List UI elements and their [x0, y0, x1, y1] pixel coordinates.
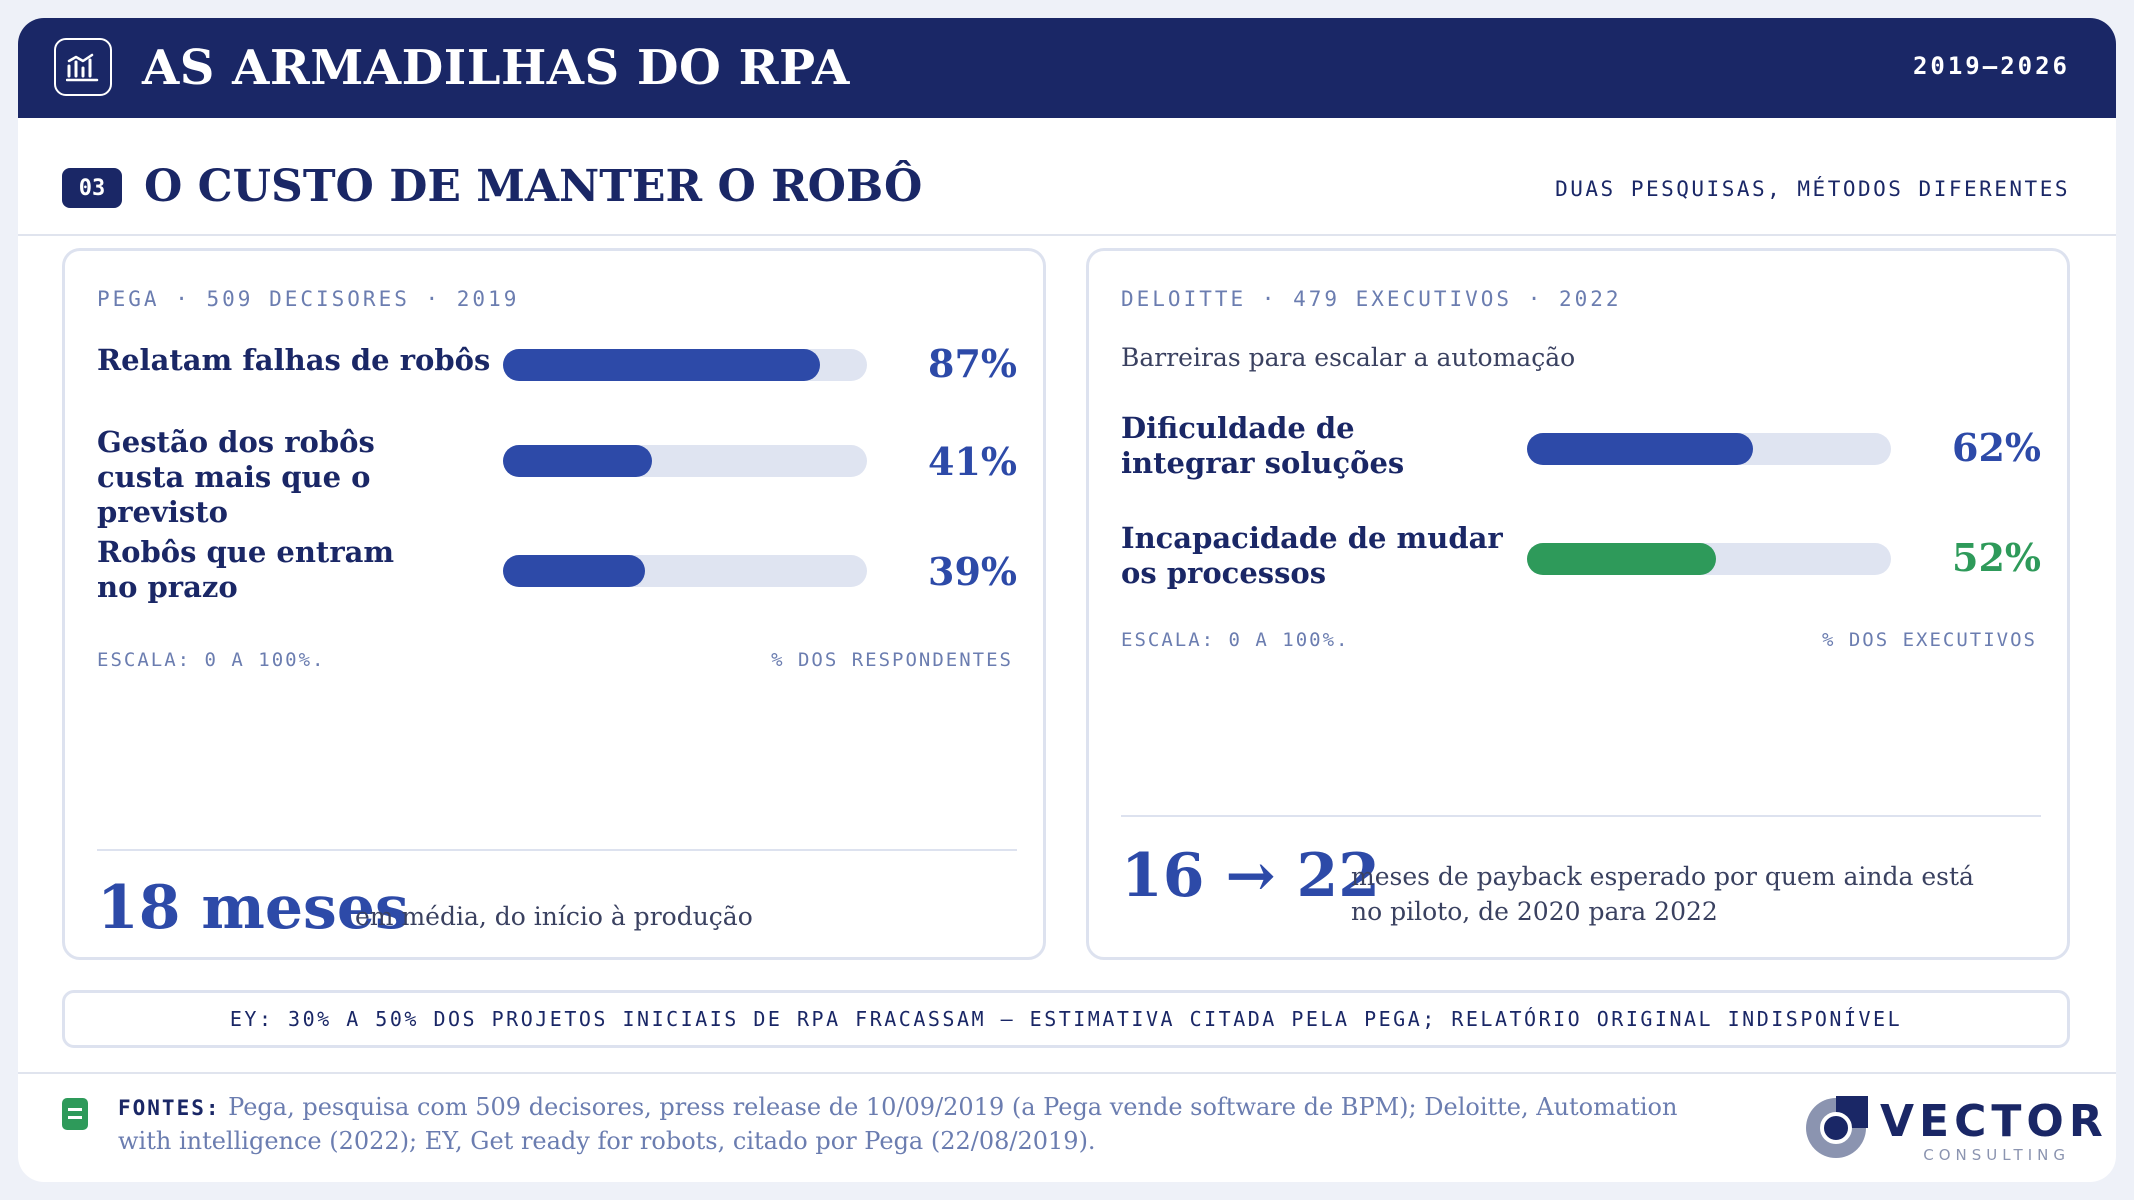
stat-bar [503, 445, 653, 477]
pega-panel: PEGA · 509 DECISORES · 2019 Relatam falh… [62, 248, 1046, 960]
panel-meta: DELOITTE · 479 EXECUTIVOS · 2022 [1121, 287, 1622, 311]
highlight-description: meses de payback esperado por quem ainda… [1351, 862, 1974, 926]
sources-label: FONTES: [118, 1096, 221, 1120]
panel-meta: PEGA · 509 DECISORES · 2019 [97, 287, 520, 311]
brand-subtitle: CONSULTING [1923, 1146, 2070, 1164]
stat-track [1527, 433, 1891, 465]
header-bar: AS ARMADILHAS DO RPA 2019–2026 [18, 18, 2116, 118]
section-number-badge: 03 [62, 168, 122, 208]
section-subtitle: DUAS PESQUISAS, MÉTODOS DIFERENTES [1555, 177, 2070, 201]
stat-track [1527, 543, 1891, 575]
scale-note: ESCALA: 0 A 100%. [97, 649, 326, 671]
stat-label: Robôs que entram no prazo [97, 535, 395, 604]
stat-label: Relatam falhas de robôs [97, 343, 491, 377]
unit-note: % DOS EXECUTIVOS [1821, 629, 2037, 651]
vector-logo-icon [1806, 1096, 1868, 1158]
divider [1121, 815, 2041, 817]
section-title: O CUSTO DE MANTER O ROBÔ [144, 161, 923, 212]
deloitte-panel: DELOITTE · 479 EXECUTIVOS · 2022 Barreir… [1086, 248, 2070, 960]
brand-logo: VECTOR CONSULTING [1802, 1088, 2103, 1168]
stat-row: Incapacidade de mudar os processos 52% [1121, 521, 2041, 595]
stat-label: Gestão dos robôs custa mais que o previs… [97, 425, 375, 529]
stat-label: Incapacidade de mudar os processos [1121, 521, 1503, 590]
section-header: 03 O CUSTO DE MANTER O ROBÔ DUAS PESQUIS… [18, 118, 2116, 236]
highlight-description: em média, do início à produção [355, 902, 753, 931]
panel-note: Barreiras para escalar a automação [1121, 343, 1576, 372]
scale-note: ESCALA: 0 A 100%. [1121, 629, 1350, 651]
period-label: 2019–2026 [1912, 52, 2070, 80]
stat-bar [503, 555, 645, 587]
stat-row: Gestão dos robôs custa mais que o previs… [97, 425, 1017, 529]
stat-bar [503, 349, 820, 381]
sources-body: Pega, pesquisa com 509 decisores, press … [118, 1093, 1678, 1155]
stat-value: 87% [928, 341, 1017, 386]
stat-value: 39% [928, 549, 1017, 594]
stat-row: Robôs que entram no prazo 39% [97, 535, 1017, 609]
stat-label: Dificuldade de integrar soluções [1121, 411, 1405, 480]
document-icon [62, 1098, 88, 1130]
bar-chart-icon [54, 38, 112, 96]
divider [97, 849, 1017, 851]
stat-track [503, 445, 867, 477]
slide-card: AS ARMADILHAS DO RPA 2019–2026 03 O CUST… [18, 18, 2116, 1182]
stat-row: Dificuldade de integrar soluções 62% [1121, 411, 2041, 485]
stat-row: Relatam falhas de robôs 87% [97, 341, 1017, 403]
ey-banner: EY: 30% A 50% DOS PROJETOS INICIAIS DE R… [62, 990, 2070, 1048]
footer-divider [18, 1072, 2116, 1074]
stat-bar [1527, 433, 1753, 465]
stat-value: 62% [1952, 425, 2041, 470]
brand-name: VECTOR [1880, 1096, 2108, 1147]
stat-value: 41% [928, 439, 1017, 484]
sources-text: FONTES: Pega, pesquisa com 509 decisores… [118, 1091, 1678, 1158]
highlight-value: 16 → 22 [1121, 841, 1381, 911]
page-title: AS ARMADILHAS DO RPA [142, 40, 850, 96]
stat-value: 52% [1952, 535, 2041, 580]
stat-bar [1527, 543, 1717, 575]
stat-track [503, 555, 867, 587]
highlight-value: 18 meses [97, 873, 409, 943]
unit-note: % DOS RESPONDENTES [771, 649, 1013, 671]
stat-track [503, 349, 867, 381]
